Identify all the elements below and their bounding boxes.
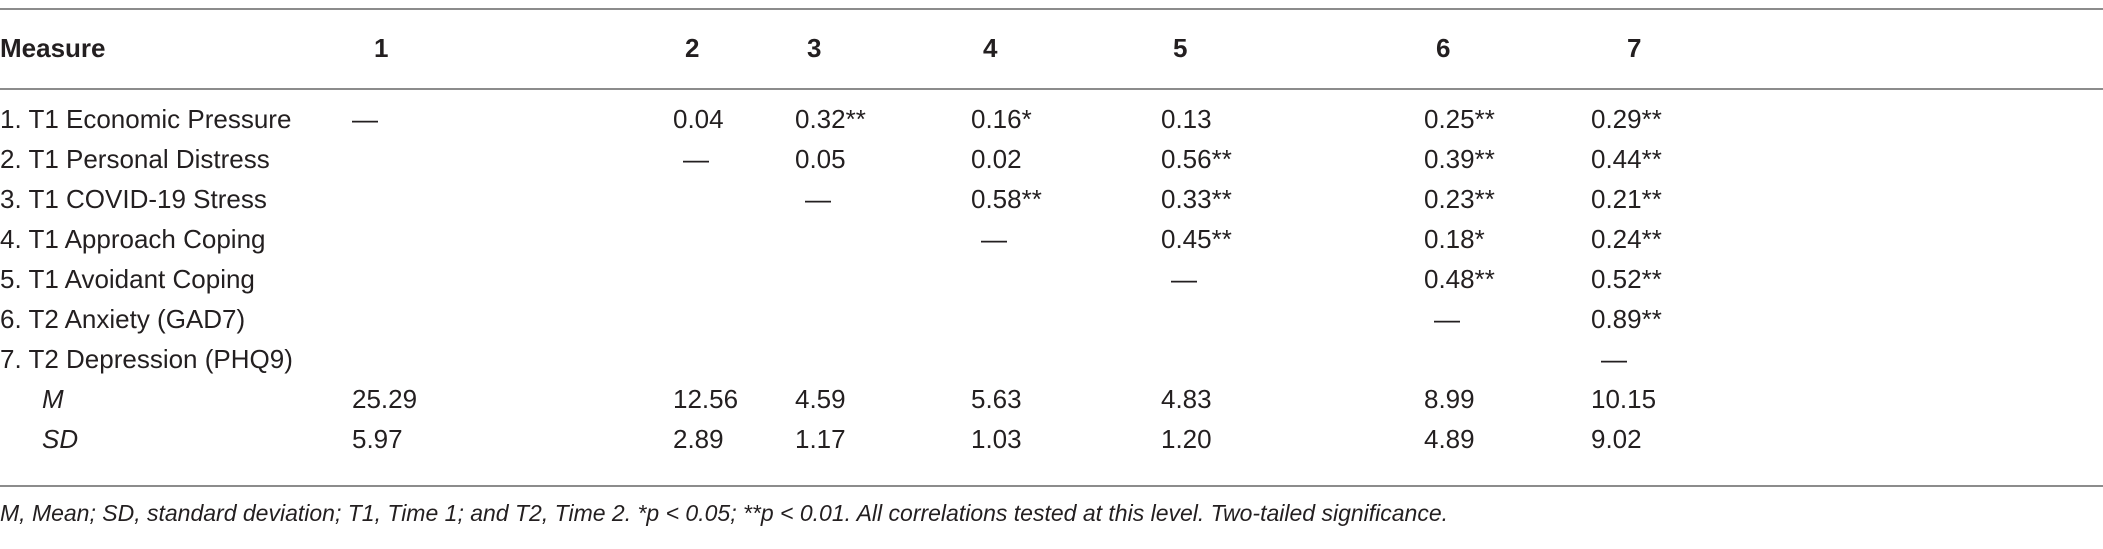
table-cell: 0.16* bbox=[971, 103, 1032, 134]
table-cell: 0.56** bbox=[1161, 143, 1232, 174]
table-cell: 0.48** bbox=[1424, 263, 1495, 294]
bottom-rule bbox=[0, 485, 2103, 487]
table-cell bbox=[575, 219, 761, 259]
row-label: 3. T1 COVID-19 Stress bbox=[0, 183, 267, 214]
table-cell: 0.32** bbox=[795, 103, 866, 134]
table-cell bbox=[334, 339, 575, 379]
table-cell: 0.33** bbox=[1161, 183, 1232, 214]
table-cell: 0.25** bbox=[1424, 103, 1495, 134]
header-measure: Measure bbox=[0, 32, 106, 63]
table-row: 1. T1 Economic Pressure — 0.04 0.32** 0.16* 0… bbox=[0, 99, 2103, 139]
table-cell bbox=[761, 339, 947, 379]
header-row: Measure 1 2 3 4 5 6 7 bbox=[0, 8, 2103, 88]
table-cell: — bbox=[1434, 303, 1460, 334]
table-cell: 0.24** bbox=[1591, 223, 1662, 254]
row-label: 2. T1 Personal Distress bbox=[0, 143, 270, 174]
table-cell bbox=[761, 219, 947, 259]
table-cell: 9.02 bbox=[1591, 423, 1642, 454]
table-cell: 0.29** bbox=[1591, 103, 1662, 134]
table-cell: 5.97 bbox=[352, 423, 403, 454]
table-cell: — bbox=[1601, 343, 1627, 374]
table-cell: 0.58** bbox=[971, 183, 1042, 214]
table-row: SD 5.97 2.89 1.17 1.03 1.20 4.89 9.02 bbox=[0, 419, 2103, 459]
table-row: 5. T1 Avoidant Coping — 0.48** 0.52** bbox=[0, 259, 2103, 299]
table-cell: 0.44** bbox=[1591, 143, 1662, 174]
table-cell: 0.23** bbox=[1424, 183, 1495, 214]
table-cell bbox=[575, 179, 761, 219]
table-cell bbox=[761, 259, 947, 299]
table-cell: 8.99 bbox=[1424, 383, 1475, 414]
header-col-2: 2 bbox=[685, 32, 700, 63]
table-cell bbox=[334, 179, 575, 219]
row-label: 4. T1 Approach Coping bbox=[0, 223, 266, 254]
table-cell: 1.17 bbox=[795, 423, 846, 454]
table-cell: 4.59 bbox=[795, 383, 846, 414]
table-cell: — bbox=[981, 223, 1007, 254]
table-cell: — bbox=[352, 103, 378, 134]
table-row: 3. T1 COVID-19 Stress — 0.58** 0.33** 0.23**… bbox=[0, 179, 2103, 219]
table-cell: 5.63 bbox=[971, 383, 1022, 414]
header-rule bbox=[0, 88, 2103, 90]
table-cell: 4.89 bbox=[1424, 423, 1475, 454]
table-cell: 1.03 bbox=[971, 423, 1022, 454]
header-col-6: 6 bbox=[1436, 32, 1451, 63]
table-cell: 0.04 bbox=[673, 103, 724, 134]
table-cell: 0.89** bbox=[1591, 303, 1662, 334]
header-col-7: 7 bbox=[1627, 32, 1642, 63]
table-cell bbox=[947, 339, 1133, 379]
table-cell: — bbox=[683, 143, 709, 174]
table-cell: 0.21** bbox=[1591, 183, 1662, 214]
table-cell: 12.56 bbox=[673, 383, 739, 414]
table-row: 2. T1 Personal Distress — 0.05 0.02 0.56** 0.… bbox=[0, 139, 2103, 179]
table-cell: 0.02 bbox=[971, 143, 1022, 174]
table-cell: 0.05 bbox=[795, 143, 846, 174]
header-col-4: 4 bbox=[983, 32, 998, 63]
table-body: 1. T1 Economic Pressure — 0.04 0.32** 0.16* 0… bbox=[0, 88, 2103, 459]
row-label: SD bbox=[42, 423, 79, 454]
table-cell bbox=[334, 219, 575, 259]
table-cell bbox=[947, 299, 1133, 339]
table-cell: 0.45** bbox=[1161, 223, 1232, 254]
spacer-row bbox=[0, 88, 2103, 99]
row-label: 1. T1 Economic Pressure bbox=[0, 103, 292, 134]
table-cell bbox=[1133, 299, 1319, 339]
header-col-5: 5 bbox=[1173, 32, 1188, 63]
table-cell bbox=[1133, 339, 1319, 379]
table-cell bbox=[575, 339, 761, 379]
table-cell: — bbox=[805, 183, 831, 214]
table-cell bbox=[1319, 339, 1505, 379]
row-label: 7. T2 Depression (PHQ9) bbox=[0, 343, 293, 374]
table-cell bbox=[947, 259, 1133, 299]
table-cell bbox=[761, 299, 947, 339]
table-cell bbox=[575, 259, 761, 299]
top-rule bbox=[0, 8, 2103, 10]
table-footnote: M, Mean; SD, standard deviation; T1, Tim… bbox=[0, 500, 1449, 526]
correlation-table: Measure 1 2 3 4 5 6 7 1. T1 Economic Pressure — 0… bbox=[0, 8, 2103, 459]
table-row: 7. T2 Depression (PHQ9) — bbox=[0, 339, 2103, 379]
row-label: M bbox=[42, 383, 64, 414]
table-cell: 0.18* bbox=[1424, 223, 1485, 254]
table-cell: 25.29 bbox=[352, 383, 418, 414]
table-cell: 0.52** bbox=[1591, 263, 1662, 294]
header-col-3: 3 bbox=[807, 32, 822, 63]
header-col-1: 1 bbox=[374, 32, 389, 63]
row-label: 6. T2 Anxiety (GAD7) bbox=[0, 303, 246, 334]
table-cell bbox=[334, 259, 575, 299]
table-cell: 1.20 bbox=[1161, 423, 1212, 454]
table-cell: 4.83 bbox=[1161, 383, 1212, 414]
row-label: 5. T1 Avoidant Coping bbox=[0, 263, 255, 294]
table-cell bbox=[334, 299, 575, 339]
table-cell bbox=[575, 299, 761, 339]
table-row: 4. T1 Approach Coping — 0.45** 0.18* 0.24** bbox=[0, 219, 2103, 259]
table-row: 6. T2 Anxiety (GAD7) — 0.89** bbox=[0, 299, 2103, 339]
table-row: M 25.29 12.56 4.59 5.63 4.83 8.99 10.15 bbox=[0, 379, 2103, 419]
table-cell: 0.13 bbox=[1161, 103, 1212, 134]
table-cell: 10.15 bbox=[1591, 383, 1657, 414]
table-cell: — bbox=[1171, 263, 1197, 294]
table-cell: 0.39** bbox=[1424, 143, 1495, 174]
table-cell: 2.89 bbox=[673, 423, 724, 454]
table-cell bbox=[334, 139, 575, 179]
